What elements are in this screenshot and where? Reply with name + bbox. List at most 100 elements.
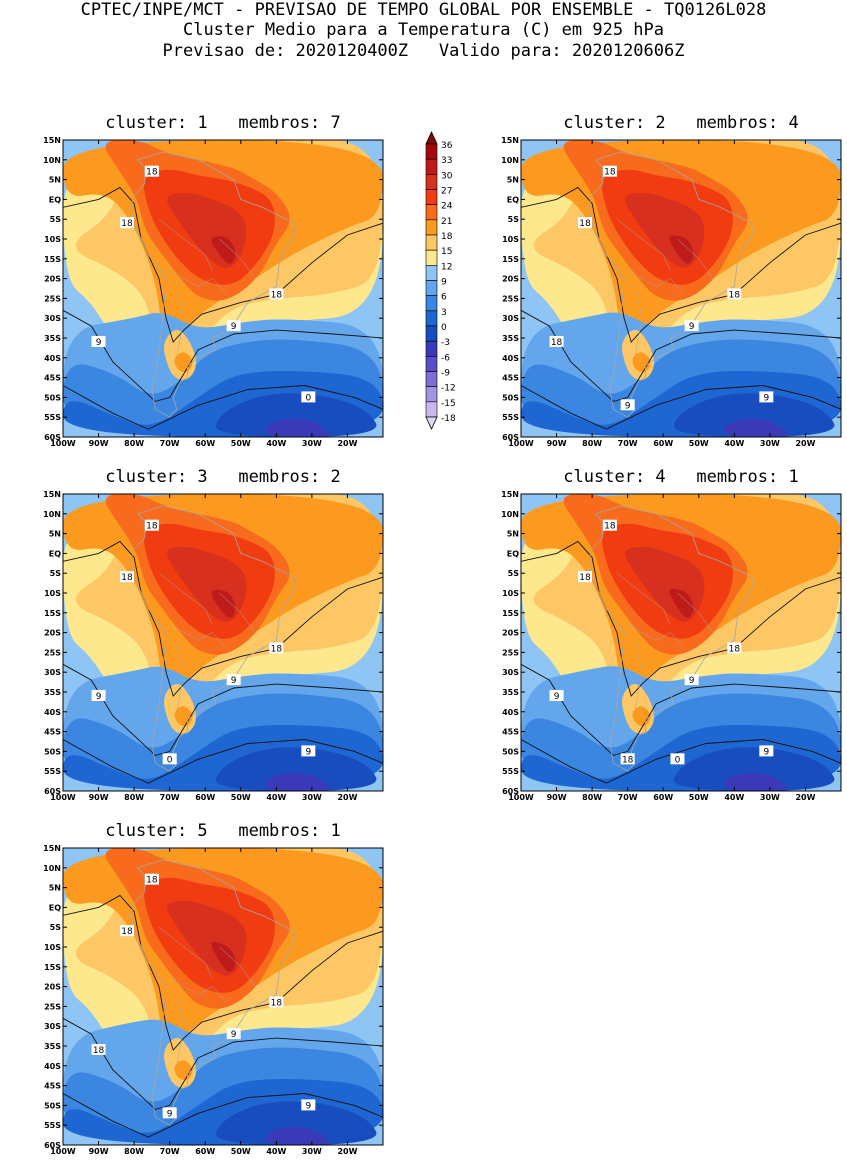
lat-label: 25S — [44, 1002, 61, 1011]
lon-label: 50W — [689, 439, 709, 448]
lat-label: 50S — [502, 393, 519, 402]
lat-label: 10S — [44, 943, 61, 952]
lat-label: 5N — [507, 176, 519, 185]
svg-text:9: 9 — [231, 1030, 237, 1040]
panel-3-title: cluster: 3 membros: 2 — [105, 467, 341, 487]
colorbar-swatch — [425, 265, 438, 281]
lon-label: 50W — [231, 439, 251, 448]
lon-label: 100W — [50, 793, 76, 802]
lat-label: 15N — [43, 490, 61, 499]
lon-label: 40W — [266, 439, 286, 448]
colorbar-swatch — [425, 356, 438, 372]
contour-label: 0 — [162, 753, 177, 765]
svg-text:18: 18 — [729, 644, 741, 654]
lon-label: 70W — [618, 439, 638, 448]
contour-label: 0 — [670, 753, 685, 765]
colorbar-label: 3 — [441, 308, 447, 318]
contour-label: 18 — [120, 925, 134, 937]
lat-label: 45S — [44, 1082, 61, 1091]
svg-text:18: 18 — [121, 219, 133, 229]
svg-text:18: 18 — [579, 219, 591, 229]
svg-text:18: 18 — [271, 644, 283, 654]
lat-label: 15S — [44, 255, 61, 264]
contour-label: 9 — [226, 1028, 241, 1040]
svg-text:9: 9 — [96, 338, 102, 348]
contour-label: 18 — [727, 642, 742, 654]
lat-label: 35S — [44, 334, 61, 343]
lat-label: 60S — [502, 787, 519, 796]
colorbar-swatch — [425, 158, 438, 175]
lat-label: 15N — [43, 844, 61, 853]
svg-text:9: 9 — [763, 747, 769, 757]
lat-label: 10N — [43, 864, 61, 873]
lat-label: 15S — [44, 609, 61, 618]
lat-label: 40S — [502, 354, 519, 363]
colorbar-label: 33 — [441, 156, 452, 166]
svg-text:0: 0 — [167, 755, 173, 765]
svg-text:18: 18 — [146, 522, 158, 532]
svg-text:0: 0 — [305, 393, 311, 403]
lat-label: 45S — [44, 728, 61, 737]
lat-label: 45S — [44, 374, 61, 383]
lat-label: 20S — [44, 629, 61, 638]
lon-label: 30W — [760, 793, 780, 802]
lon-label: 20W — [337, 439, 357, 448]
lon-label: 50W — [231, 793, 251, 802]
lon-label: 100W — [508, 793, 534, 802]
lon-label: 60W — [653, 439, 673, 448]
lon-label: 50W — [689, 793, 709, 802]
contour-label: 18 — [578, 571, 592, 583]
svg-text:18: 18 — [146, 168, 158, 178]
lon-label: 40W — [724, 793, 744, 802]
lat-label: 25S — [44, 294, 61, 303]
lon-label: 40W — [724, 439, 744, 448]
lat-label: 10S — [502, 589, 519, 598]
lat-label: 50S — [44, 1101, 61, 1110]
lat-label: 5N — [49, 176, 61, 185]
contour-label: 18 — [144, 165, 159, 178]
colorbar-label: 12 — [441, 262, 452, 272]
svg-text:18: 18 — [622, 755, 634, 765]
colorbar-label: -9 — [441, 369, 450, 379]
contour-label: 18 — [269, 642, 284, 654]
colorbar-bottom-arrow — [425, 416, 438, 430]
colorbar-label: -18 — [441, 414, 456, 424]
colorbar-label: 24 — [441, 202, 453, 212]
lon-label: 60W — [195, 1147, 215, 1156]
lat-label: 10S — [44, 589, 61, 598]
contour-label: 9 — [759, 391, 774, 403]
lon-label: 20W — [795, 793, 815, 802]
svg-text:9: 9 — [689, 322, 695, 332]
lat-label: 5S — [50, 569, 62, 578]
contour-label: 18 — [602, 165, 617, 178]
contour-label: 18 — [120, 217, 134, 229]
colorbar-label: -3 — [441, 338, 450, 348]
lon-label: 80W — [582, 439, 602, 448]
lat-label: 50S — [502, 747, 519, 756]
contour-label: 18 — [269, 288, 284, 300]
lat-label: EQ — [49, 903, 61, 912]
lat-label: 55S — [502, 767, 519, 776]
lon-label: 20W — [337, 793, 357, 802]
colorbar-label: -6 — [441, 353, 450, 363]
lat-label: 40S — [44, 1062, 61, 1071]
lat-label: 55S — [502, 413, 519, 422]
colorbar-label: -12 — [441, 384, 456, 394]
lat-label: 5S — [50, 215, 62, 224]
lon-label: 30W — [760, 439, 780, 448]
lat-label: 40S — [44, 354, 61, 363]
panel-1-title: cluster: 1 membros: 7 — [105, 113, 341, 133]
lon-label: 70W — [160, 1147, 180, 1156]
lon-label: 40W — [266, 793, 286, 802]
colorbar-label: 15 — [441, 247, 452, 257]
colorbar-label: 30 — [441, 171, 453, 181]
lat-label: 25S — [502, 648, 519, 657]
lat-label: EQ — [507, 195, 519, 204]
svg-text:0: 0 — [675, 755, 681, 765]
lat-label: 20S — [44, 983, 61, 992]
colorbar-swatch — [425, 249, 438, 266]
lat-label: 25S — [502, 294, 519, 303]
lat-label: 35S — [44, 688, 61, 697]
lat-label: 30S — [44, 668, 61, 677]
lat-label: 10N — [501, 510, 519, 519]
